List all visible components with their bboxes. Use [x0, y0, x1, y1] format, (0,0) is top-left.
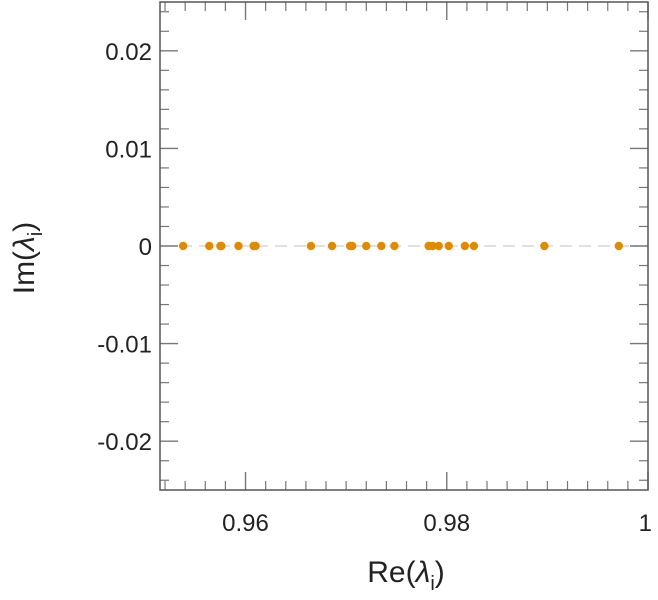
y-tick-label: 0.02	[105, 39, 152, 66]
y-tick-labels: 0.02 0.01 0 -0.01 -0.02	[97, 39, 152, 456]
eigenvalue-point	[377, 241, 386, 251]
eigenvalue-point	[178, 241, 188, 251]
y-tick-label: 0.01	[105, 136, 152, 163]
eigenvalue-point	[614, 241, 624, 251]
eigenvalue-point	[234, 241, 243, 251]
eigenvalue-point	[251, 241, 260, 251]
eigenvalue-point	[205, 241, 214, 251]
eigenvalue-point	[390, 241, 399, 251]
eigenvalue-point	[327, 241, 337, 251]
eigenvalue-point	[469, 241, 479, 251]
y-axis-label: Im(λi)	[8, 222, 47, 295]
y-tick-label: -0.01	[97, 332, 152, 359]
plot-frame	[159, 1, 649, 491]
eigenvalue-point	[460, 241, 470, 251]
eigenvalue-point	[540, 241, 549, 251]
x-axis-label: Re(λi)	[367, 556, 445, 595]
y-tick-label: -0.02	[97, 429, 152, 456]
x-tick-label: 0.98	[423, 510, 470, 537]
x-tick-label: 0.96	[222, 510, 269, 537]
ticks-layer	[160, 2, 649, 490]
eigenvalue-point	[306, 241, 316, 251]
data-points-layer	[178, 241, 624, 251]
eigenvalue-point	[444, 241, 453, 251]
eigenvalue-point	[217, 241, 226, 251]
x-tick-label: 1	[639, 510, 652, 537]
eigenvalue-point	[434, 241, 443, 251]
eigenvalue-point	[362, 241, 371, 251]
x-tick-labels: 0.96 0.98 1	[222, 510, 652, 537]
eigenvalue-point	[347, 241, 357, 251]
y-tick-label: 0	[139, 234, 152, 261]
eigenvalue-point	[428, 241, 437, 251]
